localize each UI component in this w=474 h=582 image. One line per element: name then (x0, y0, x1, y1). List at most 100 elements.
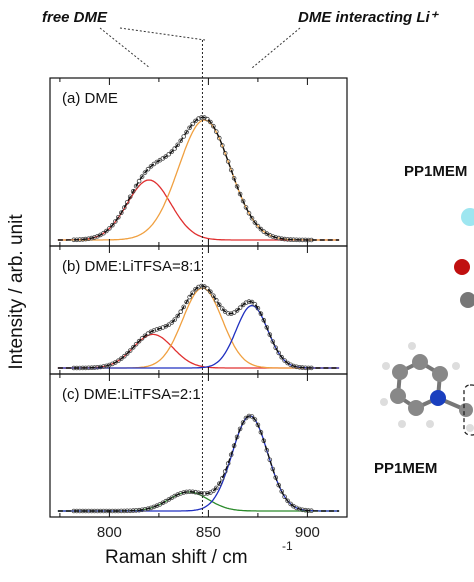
data-point (214, 297, 219, 303)
data-point (252, 301, 258, 307)
panel-label: (b) DME:LiTFSA=8:1 (62, 258, 202, 275)
data-point (136, 338, 142, 344)
data-point (205, 116, 210, 122)
data-point (211, 123, 216, 129)
fit-total (57, 116, 340, 241)
data-point (130, 345, 136, 350)
data-point (261, 317, 267, 323)
data-point (258, 311, 264, 317)
data-point (255, 223, 261, 229)
data-point (252, 417, 258, 422)
data-point (217, 481, 222, 487)
data-point (130, 189, 136, 194)
data-point (127, 194, 133, 200)
chart-panels: (a) DME (b) DME:LiTFSA=8:1 (c) DME:LiTFSA=… (49, 40, 348, 541)
data-point (163, 154, 169, 159)
data-point (142, 170, 148, 175)
data-point (142, 333, 148, 339)
data-point (133, 341, 139, 347)
data-point (175, 313, 181, 319)
carbon-atom-sphere (460, 292, 474, 308)
data-point (169, 320, 175, 325)
data-point (208, 119, 213, 125)
data-point (246, 210, 252, 216)
data-point (190, 121, 195, 127)
panel-label: (c) DME:LiTFSA=2:1 (62, 386, 201, 403)
data-point (196, 116, 201, 121)
nitrogen-atom-sphere (430, 390, 446, 406)
data-point (237, 191, 243, 197)
data-point (240, 420, 246, 425)
data-point (187, 125, 192, 131)
x-axis-title: Raman shift / cm -1 (105, 539, 293, 568)
data-point (127, 348, 133, 353)
data-point (214, 129, 219, 134)
data-point (282, 494, 287, 500)
data-point (110, 222, 115, 228)
pointer-line-2 (119, 27, 206, 41)
data-point (119, 356, 124, 361)
data-point (234, 308, 240, 313)
data-point (190, 290, 195, 296)
data-point (181, 134, 187, 139)
data-point (255, 422, 261, 428)
data-point (285, 498, 290, 504)
panel-2: (b) DME:LiTFSA=8:1 (49, 245, 348, 375)
data-point (122, 205, 127, 210)
data-point (252, 220, 258, 225)
data-point (178, 138, 184, 144)
data-point (124, 200, 130, 205)
y-axis-label: Intensity / arb. unit (6, 214, 27, 370)
data-point (255, 305, 261, 311)
header-dme-interacting-li: DME interacting Li⁺ (298, 9, 440, 26)
data-point (282, 358, 287, 363)
pp1mem-atoms (380, 342, 474, 432)
data-point (246, 413, 252, 419)
li-atom-sphere (461, 208, 474, 226)
data-point (116, 358, 121, 364)
panel-label: (a) DME (62, 90, 118, 107)
x-tick-label: 850 (196, 524, 221, 541)
data-point (267, 332, 273, 337)
data-point (122, 353, 127, 359)
data-point (243, 300, 249, 306)
data-point (113, 219, 118, 224)
data-point (208, 289, 213, 295)
header-free-dme: free DME (42, 9, 108, 26)
data-point (101, 230, 106, 236)
molecule-label-top: PP1MEM (404, 163, 467, 180)
pointer-line-3 (251, 27, 301, 69)
data-point (258, 226, 264, 232)
data-point (220, 306, 225, 311)
oxygen-atom-sphere (454, 259, 470, 275)
data-point (217, 135, 222, 141)
molecule-panel: PP1MEM PP (374, 163, 474, 477)
data-point (169, 149, 175, 154)
data-point (119, 210, 124, 216)
data-point (166, 322, 172, 328)
data-point (139, 174, 145, 179)
x-tick-label: 900 (295, 524, 320, 541)
peak-component (57, 415, 340, 512)
data-point (240, 302, 246, 308)
data-point (124, 351, 130, 356)
data-point (148, 164, 154, 169)
data-point (270, 339, 276, 344)
pointer-line-1 (99, 27, 151, 69)
data-point (294, 505, 299, 511)
data-point (193, 286, 198, 292)
highlight-dashed-box (463, 384, 474, 436)
data-point (145, 166, 151, 172)
data-point (136, 178, 142, 184)
header-pointer-lines (99, 27, 301, 69)
x-axis-label: Raman shift / cm (105, 547, 248, 568)
data-point (166, 152, 172, 157)
data-point (211, 488, 216, 494)
panel-3: (c) DME:LiTFSA=2:1 (49, 373, 348, 518)
data-point (211, 293, 216, 299)
data-point (217, 302, 222, 308)
data-point (220, 475, 225, 481)
data-point (196, 284, 201, 290)
data-point (231, 310, 237, 315)
panel-frame (49, 373, 348, 518)
